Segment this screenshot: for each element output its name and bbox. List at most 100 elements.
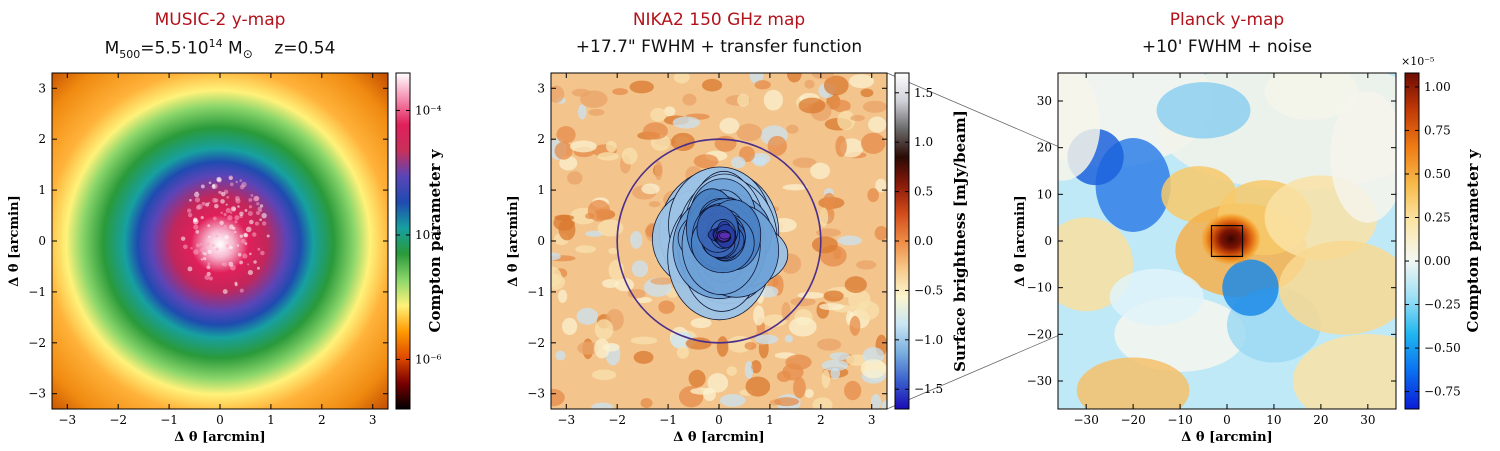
- music-colorbar-frame: [395, 72, 411, 410]
- speckle: [242, 253, 248, 259]
- y-tick-label: −3: [28, 387, 46, 401]
- noise-blob: [786, 73, 802, 83]
- fluctuation-blob: [1156, 82, 1251, 139]
- speckle: [254, 221, 260, 226]
- colorbar-tick-label: −1.5: [914, 382, 943, 396]
- noise-blob: [744, 360, 754, 379]
- speckle: [248, 205, 253, 209]
- noise-blob: [654, 161, 663, 181]
- noise-blob: [862, 347, 885, 365]
- colorbar-tick-label: −1.0: [914, 333, 943, 347]
- noise-blob: [815, 228, 842, 237]
- x-tick-label: −2: [608, 413, 626, 427]
- nika-colorbar-label: Surface brightness [mJy/beam]: [951, 110, 969, 372]
- noise-blob: [785, 354, 812, 370]
- noise-blob: [570, 140, 597, 153]
- noise-blob: [829, 352, 851, 361]
- y-tick-label: −2: [28, 336, 46, 350]
- noise-blob: [714, 135, 737, 152]
- colorbar-tick-label: 1.5: [914, 86, 933, 100]
- noise-blob: [594, 319, 614, 340]
- panel3-title: Planck y-map: [1169, 10, 1285, 30]
- y-tick-label: 0: [537, 234, 545, 248]
- speckle: [218, 190, 221, 194]
- speckle: [214, 203, 219, 209]
- speckle: [207, 233, 211, 237]
- speckle: [225, 203, 228, 206]
- noise-blob: [816, 338, 842, 351]
- noise-blob: [762, 314, 788, 327]
- speckle: [223, 224, 227, 228]
- music-core-speckle: [180, 175, 270, 295]
- nika-contours: [551, 73, 887, 409]
- nika-colorbar: [895, 73, 909, 409]
- speckle: [225, 243, 230, 248]
- noise-blob: [875, 178, 887, 193]
- speckle: [261, 212, 267, 219]
- speckle: [259, 218, 262, 222]
- speckle: [229, 224, 234, 230]
- noise-blob: [587, 199, 611, 222]
- noise-blob: [650, 107, 667, 122]
- noise-blob: [693, 154, 719, 169]
- noise-blob: [642, 122, 668, 140]
- noise-blob: [745, 376, 771, 397]
- speckle: [220, 211, 223, 215]
- y-tick-label: 1: [537, 183, 545, 197]
- panel1-subtitle: M500=5.5·1014 M⊙ z=0.54: [104, 37, 336, 62]
- planck-colorbar-multiplier: ×10⁻⁵: [1401, 55, 1434, 68]
- noise-blob: [690, 387, 715, 395]
- noise-blob: [685, 337, 712, 350]
- noise-blob: [730, 156, 746, 169]
- noise-blob: [790, 297, 816, 307]
- speckle: [229, 211, 233, 214]
- x-tick-label: 3: [369, 413, 377, 427]
- noise-blob: [849, 315, 861, 336]
- speckle: [247, 210, 253, 217]
- noise-blob: [844, 380, 862, 401]
- noise-blob: [640, 397, 653, 409]
- y-tick-label: −1: [28, 285, 46, 299]
- noise-blob: [870, 394, 882, 409]
- speckle: [256, 202, 260, 206]
- speckle: [227, 215, 233, 221]
- noise-blob: [672, 116, 701, 129]
- noise-blob: [554, 141, 573, 160]
- noise-blob: [580, 90, 608, 108]
- noise-blob: [707, 373, 729, 393]
- noise-blob: [744, 342, 757, 350]
- nika-aperture-circle: [616, 138, 822, 344]
- speckle: [224, 234, 229, 240]
- noise-blob: [630, 230, 643, 249]
- speckle: [240, 238, 246, 244]
- noise-blob: [810, 162, 831, 180]
- music-panel: −3 −2 −1 0 1 2 3 −3 −2 −1 0 1 2 3 Δ θ [arcmin] Δ θ [a…: [7, 72, 444, 445]
- colorbar-tick-label: −0.50: [1424, 341, 1461, 355]
- speckle: [215, 247, 219, 251]
- noise-blob: [608, 247, 619, 255]
- speckle: [207, 262, 211, 266]
- noise-blob: [763, 89, 784, 111]
- noise-blob: [860, 88, 874, 98]
- speckle: [206, 265, 211, 270]
- speckle: [215, 234, 219, 238]
- noise-blob: [641, 183, 660, 195]
- colorbar-tick-label: −0.25: [1424, 298, 1461, 312]
- speckle: [220, 199, 225, 204]
- x-tick-label: −3: [557, 413, 575, 427]
- cluster-peak: [1201, 213, 1261, 265]
- speckle: [249, 219, 254, 225]
- music-y-axis-label: Δ θ [arcmin]: [7, 195, 22, 286]
- speckle: [244, 242, 248, 245]
- speckle: [237, 205, 240, 208]
- speckle: [226, 195, 230, 199]
- speckle: [239, 179, 243, 182]
- noise-blob: [776, 370, 791, 383]
- noise-blob: [673, 73, 690, 84]
- colorbar-tick-label: 10⁻⁵: [415, 228, 442, 242]
- speckle: [234, 215, 240, 221]
- noise-blob: [594, 338, 610, 359]
- planck-panel: −30 −20 −10 0 10 20 30 −30 −20 −10 0 10 20 30 Δ θ [ar…: [1013, 55, 1482, 445]
- speckle: [249, 252, 252, 256]
- noise-blob: [868, 116, 887, 133]
